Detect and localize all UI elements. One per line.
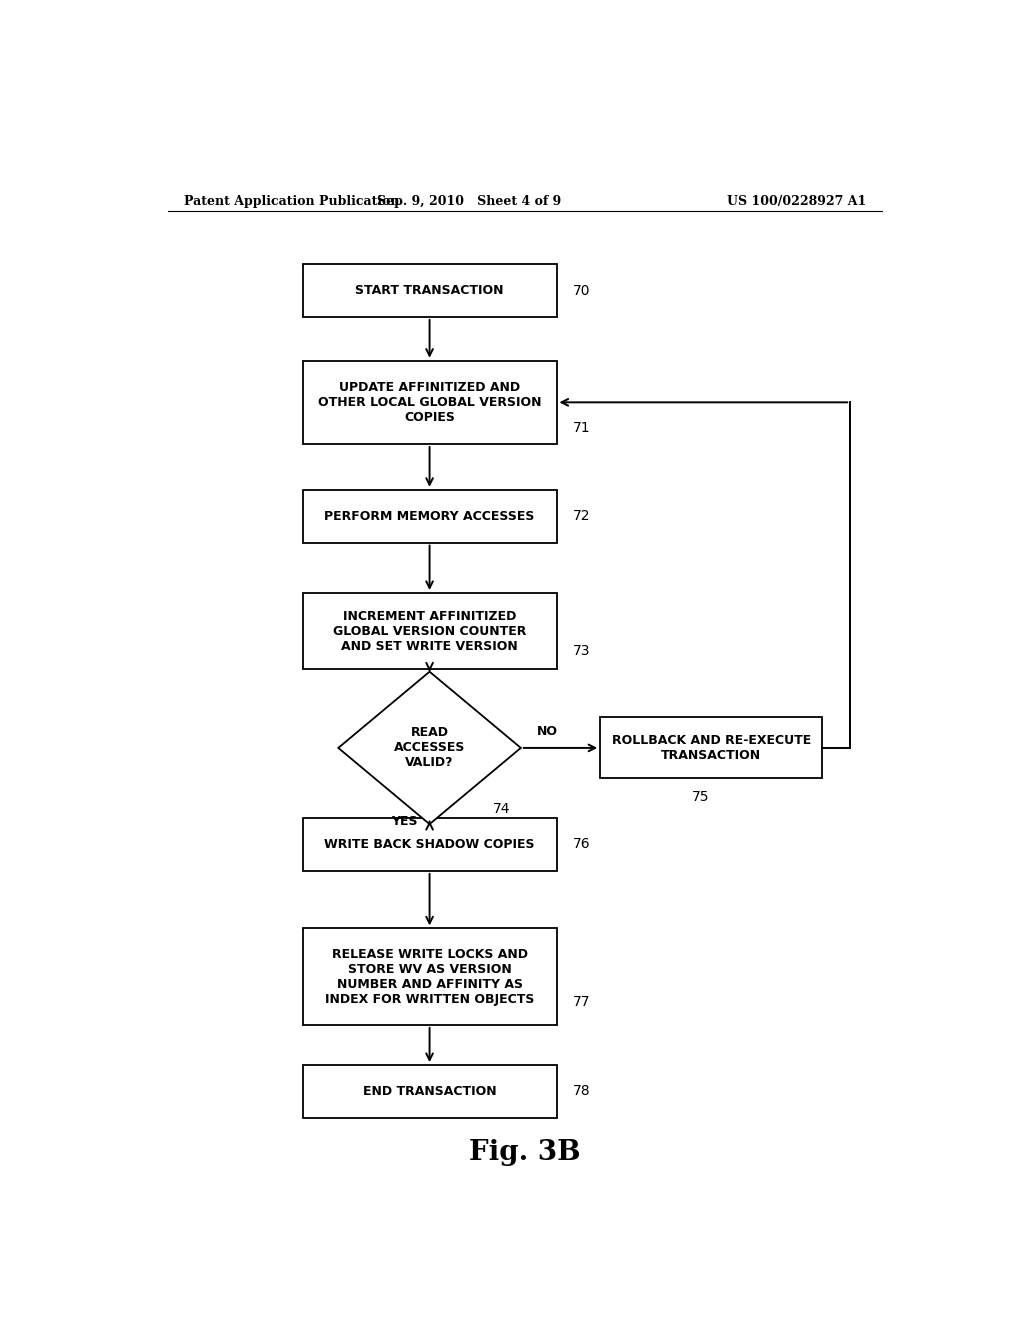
Text: RELEASE WRITE LOCKS AND
STORE WV AS VERSION
NUMBER AND AFFINITY AS
INDEX FOR WRI: RELEASE WRITE LOCKS AND STORE WV AS VERS… [325, 948, 535, 1006]
Text: WRITE BACK SHADOW COPIES: WRITE BACK SHADOW COPIES [325, 838, 535, 851]
FancyBboxPatch shape [303, 1065, 557, 1118]
Text: INCREMENT AFFINITIZED
GLOBAL VERSION COUNTER
AND SET WRITE VERSION: INCREMENT AFFINITIZED GLOBAL VERSION COU… [333, 610, 526, 652]
FancyBboxPatch shape [303, 928, 557, 1024]
Text: Patent Application Publication: Patent Application Publication [183, 194, 399, 207]
Text: ROLLBACK AND RE-EXECUTE
TRANSACTION: ROLLBACK AND RE-EXECUTE TRANSACTION [611, 734, 811, 762]
FancyBboxPatch shape [303, 593, 557, 669]
Text: 70: 70 [572, 284, 590, 297]
Text: 74: 74 [494, 801, 511, 816]
Text: UPDATE AFFINITIZED AND
OTHER LOCAL GLOBAL VERSION
COPIES: UPDATE AFFINITIZED AND OTHER LOCAL GLOBA… [317, 381, 542, 424]
Text: 72: 72 [572, 510, 590, 523]
FancyBboxPatch shape [303, 490, 557, 543]
Text: 78: 78 [572, 1085, 590, 1098]
Text: 73: 73 [572, 644, 590, 659]
Text: YES: YES [391, 814, 418, 828]
Text: NO: NO [537, 725, 558, 738]
FancyBboxPatch shape [303, 360, 557, 444]
Text: Sep. 9, 2010   Sheet 4 of 9: Sep. 9, 2010 Sheet 4 of 9 [377, 194, 561, 207]
Text: 75: 75 [691, 789, 709, 804]
Text: 77: 77 [572, 995, 590, 1008]
Text: 76: 76 [572, 837, 590, 851]
Text: 71: 71 [572, 421, 590, 434]
FancyBboxPatch shape [303, 264, 557, 317]
Text: PERFORM MEMORY ACCESSES: PERFORM MEMORY ACCESSES [325, 510, 535, 523]
Text: END TRANSACTION: END TRANSACTION [362, 1085, 497, 1098]
Polygon shape [338, 672, 521, 824]
Text: READ
ACCESSES
VALID?: READ ACCESSES VALID? [394, 726, 465, 770]
Text: START TRANSACTION: START TRANSACTION [355, 284, 504, 297]
FancyBboxPatch shape [600, 718, 822, 779]
Text: US 100/0228927 A1: US 100/0228927 A1 [727, 194, 866, 207]
FancyBboxPatch shape [303, 818, 557, 871]
Text: Fig. 3B: Fig. 3B [469, 1139, 581, 1166]
